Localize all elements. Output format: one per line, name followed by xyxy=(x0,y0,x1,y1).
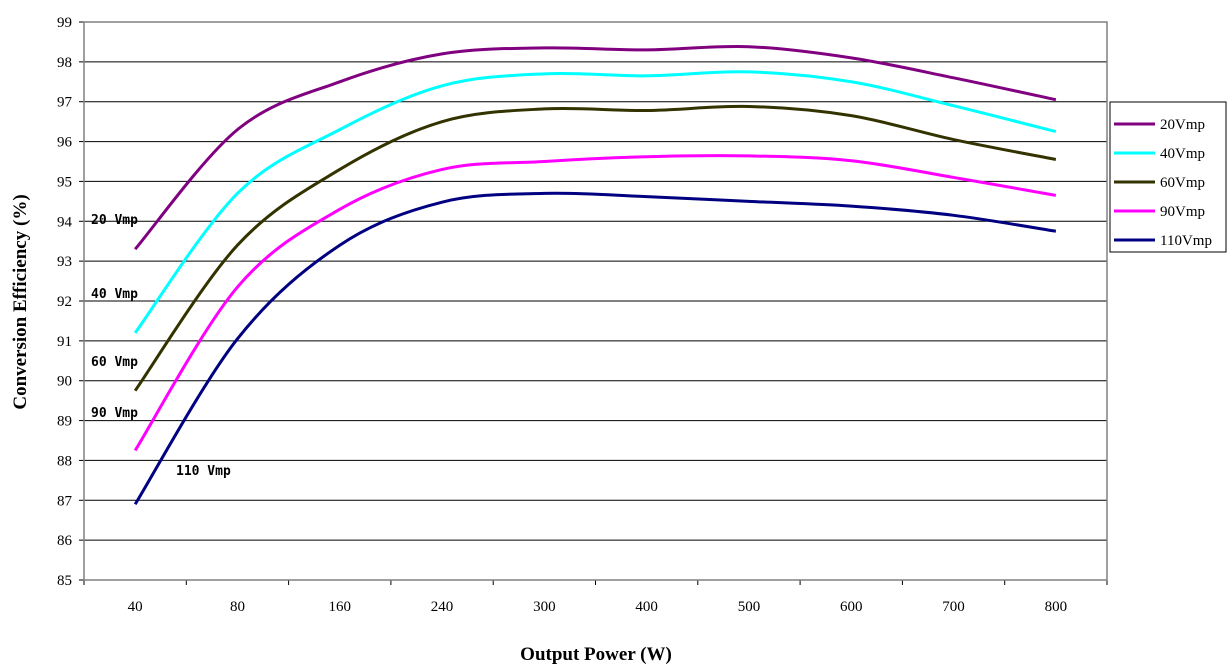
series-annotation: 90 Vmp xyxy=(91,406,138,421)
x-tick-label: 700 xyxy=(942,599,965,615)
x-tick-label: 80 xyxy=(230,599,245,615)
series-annotation: 60 Vmp xyxy=(91,355,138,370)
y-tick-label: 85 xyxy=(57,573,72,589)
legend-label: 110Vmp xyxy=(1160,233,1212,249)
series-line-110vmp xyxy=(133,191,1057,506)
x-tick-label: 40 xyxy=(128,599,143,615)
legend-label: 60Vmp xyxy=(1160,175,1205,191)
y-tick-label: 90 xyxy=(57,374,72,390)
x-tick-labels: 40 80 160 240 300 400 500 600 700 800 xyxy=(128,599,1067,615)
y-tick-label: 92 xyxy=(57,294,72,310)
x-tick-label: 160 xyxy=(329,599,352,615)
series-annotations: 20 Vmp 40 Vmp 60 Vmp 90 Vmp 110 Vmp xyxy=(91,213,231,479)
legend: 20Vmp 40Vmp 60Vmp 90Vmp 110Vmp xyxy=(1109,101,1227,253)
y-tick-label: 94 xyxy=(57,214,73,230)
series-annotation: 20 Vmp xyxy=(91,213,138,228)
x-tick-label: 300 xyxy=(533,599,556,615)
x-tick-label: 500 xyxy=(738,599,761,615)
legend-label: 40Vmp xyxy=(1160,146,1205,162)
y-tick-label: 88 xyxy=(57,453,72,469)
series-line-20vmp xyxy=(134,44,1057,251)
y-tick-label: 87 xyxy=(57,493,73,509)
y-tick-label: 99 xyxy=(57,15,72,31)
legend-box xyxy=(1109,101,1227,253)
y-tick-label: 91 xyxy=(57,334,72,350)
plot-area xyxy=(83,21,1108,581)
series-annotation: 40 Vmp xyxy=(91,287,138,302)
series-line-90vmp xyxy=(133,154,1057,452)
series-lines xyxy=(133,44,1057,506)
y-tick-label: 97 xyxy=(57,95,73,111)
y-tick-label: 96 xyxy=(57,135,73,151)
legend-label: 90Vmp xyxy=(1160,204,1205,220)
y-tick-label: 98 xyxy=(57,55,72,71)
y-tick-labels: 85 86 87 88 89 90 91 92 93 94 95 96 97 98 99 xyxy=(57,15,73,589)
series-line-60vmp xyxy=(133,104,1057,392)
series-annotation: 110 Vmp xyxy=(176,464,231,479)
y-axis-title: Conversion Efficiency (%) xyxy=(10,194,31,409)
x-tick-label: 240 xyxy=(431,599,454,615)
series-line-40vmp xyxy=(133,70,1057,334)
x-tick-label: 600 xyxy=(840,599,863,615)
legend-label: 20Vmp xyxy=(1160,117,1205,133)
x-axis-title: Output Power (W) xyxy=(520,644,672,665)
y-tick-label: 95 xyxy=(57,174,72,190)
x-tick-label: 800 xyxy=(1045,599,1068,615)
x-tick-label: 400 xyxy=(635,599,658,615)
y-tick-label: 89 xyxy=(57,414,72,430)
y-tick-label: 93 xyxy=(57,254,72,270)
y-tick-label: 86 xyxy=(57,533,73,549)
